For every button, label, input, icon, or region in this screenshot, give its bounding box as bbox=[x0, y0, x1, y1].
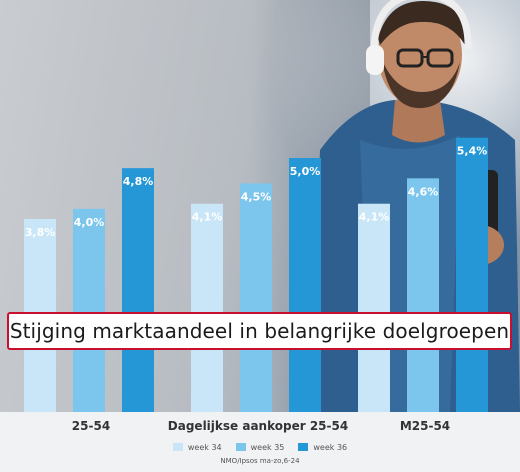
legend-swatch bbox=[298, 443, 309, 451]
bar bbox=[191, 203, 223, 412]
bar bbox=[358, 203, 390, 412]
bar bbox=[289, 158, 321, 412]
category-label: 25-54 bbox=[72, 419, 110, 433]
bar bbox=[73, 208, 105, 412]
legend-item: week 34 bbox=[172, 442, 222, 452]
legend: week 34 week 35 week 36 bbox=[0, 440, 520, 454]
legend-label: week 36 bbox=[313, 442, 348, 452]
legend-item: week 36 bbox=[298, 443, 347, 452]
axis-area bbox=[0, 412, 520, 472]
bar bbox=[456, 137, 488, 412]
data-label: 4,0% bbox=[74, 216, 105, 229]
data-label: 4,1% bbox=[192, 211, 223, 224]
data-label: 4,1% bbox=[359, 211, 390, 224]
bar-chart: 3,8% 4,0% 4,8% 4,1% 4,5% 5,0% 4,1% 4,6% 5,4% bbox=[24, 137, 488, 412]
data-label: 4,5% bbox=[241, 190, 272, 203]
category-axis: 25-54 Dagelijkse aankoper 25-54 M25-54 bbox=[72, 419, 450, 433]
category-label: M25-54 bbox=[400, 419, 450, 433]
data-label: 5,4% bbox=[457, 145, 488, 158]
legend-label: week 34 bbox=[187, 442, 222, 452]
data-label: 4,6% bbox=[408, 185, 439, 198]
bar bbox=[240, 183, 272, 412]
data-label: 4,8% bbox=[123, 175, 154, 188]
category-label: Dagelijkse aankoper 25-54 bbox=[168, 419, 348, 433]
legend-item: week 35 bbox=[235, 442, 285, 452]
bar bbox=[407, 178, 439, 412]
chart-title-banner: Stijging marktaandeel in belangrijke doe… bbox=[7, 312, 512, 350]
legend-swatch bbox=[172, 443, 183, 451]
chart-title: Stijging marktaandeel in belangrijke doe… bbox=[9, 319, 510, 343]
source-note: NMO/Ipsos ma-zo,6-24 bbox=[220, 457, 300, 465]
data-label: 3,8% bbox=[25, 226, 56, 239]
legend-label: week 35 bbox=[250, 442, 285, 452]
legend-swatch bbox=[235, 443, 246, 451]
data-label: 5,0% bbox=[290, 165, 321, 178]
bar bbox=[122, 168, 154, 412]
